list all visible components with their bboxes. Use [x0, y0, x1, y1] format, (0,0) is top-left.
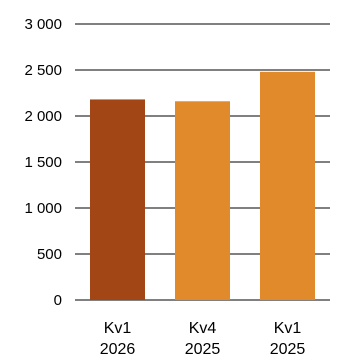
y-tick-label: 1 500 [24, 154, 62, 171]
y-tick-label: 2 000 [24, 108, 62, 125]
bar-1 [175, 101, 230, 300]
bars [90, 71, 315, 300]
x-category-year-label: 2025 [270, 341, 306, 358]
y-axis-tick-labels: 0 500 1 000 1 500 2 000 2 500 3 000 [24, 16, 62, 309]
y-tick-label: 500 [37, 246, 62, 263]
y-tick-label: 2 500 [24, 62, 62, 79]
y-tick-label: 1 000 [24, 200, 62, 217]
bar-0 [90, 99, 145, 300]
x-category-label: Kv1 [104, 320, 132, 337]
x-category-year-label: 2025 [185, 341, 221, 358]
x-category-year-label: 2026 [100, 341, 136, 358]
x-category-label: Kv1 [274, 320, 302, 337]
y-tick-label: 0 [54, 292, 62, 309]
x-axis-category-labels: Kv1 2026 Kv4 2025 Kv1 2025 [100, 320, 306, 358]
y-tick-label: 3 000 [24, 16, 62, 33]
x-category-label: Kv4 [189, 320, 217, 337]
bar-2 [260, 71, 315, 300]
